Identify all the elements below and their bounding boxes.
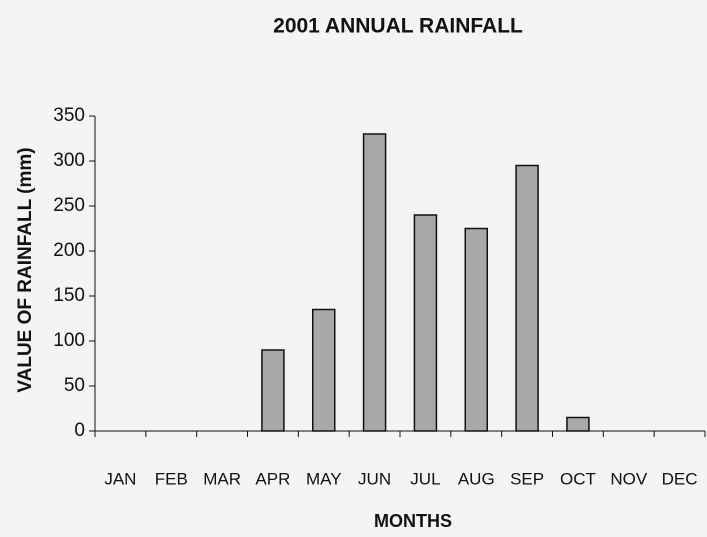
x-tick-label: FEB [155, 469, 188, 488]
x-tick-label: SEP [510, 469, 544, 488]
bar [261, 349, 285, 432]
bar [515, 164, 539, 432]
y-axis-label: VALUE OF RAINFALL (mm) [15, 147, 36, 392]
x-tick-label: DEC [662, 469, 698, 488]
y-tick-label: 300 [53, 150, 85, 171]
y-tick-label: 0 [74, 420, 85, 441]
y-tick-label: 100 [53, 330, 85, 351]
x-tick-label: MAR [203, 469, 241, 488]
x-tick-label: JUN [358, 469, 391, 488]
x-tick-label: JUL [410, 469, 440, 488]
x-tick-label: APR [255, 469, 290, 488]
y-tick-label: 50 [64, 375, 85, 396]
chart-title: 2001 ANNUAL RAINFALL [273, 15, 523, 38]
x-tick-label: MAY [306, 469, 342, 488]
x-axis-label: MONTHS [374, 511, 452, 531]
y-tick-label: 150 [53, 285, 85, 306]
x-tick-label: AUG [458, 469, 495, 488]
x-tick-label: NOV [610, 469, 648, 488]
bar [413, 214, 438, 432]
x-tick-label: OCT [560, 469, 596, 488]
bar [464, 227, 488, 432]
bar [566, 416, 590, 432]
bar [362, 133, 387, 432]
bar [312, 308, 336, 432]
y-tick-label: 250 [53, 195, 85, 216]
y-tick-label: 350 [53, 105, 85, 126]
x-tick-label: JAN [104, 469, 136, 488]
y-tick-label: 200 [53, 240, 85, 261]
